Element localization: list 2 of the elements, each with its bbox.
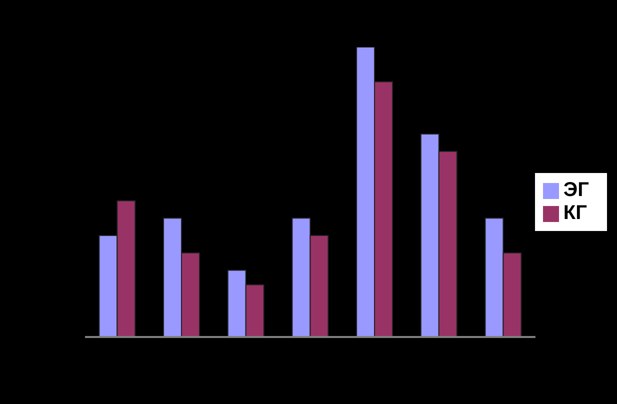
legend-label: КГ xyxy=(563,202,587,224)
legend-label: ЭГ xyxy=(563,179,589,201)
